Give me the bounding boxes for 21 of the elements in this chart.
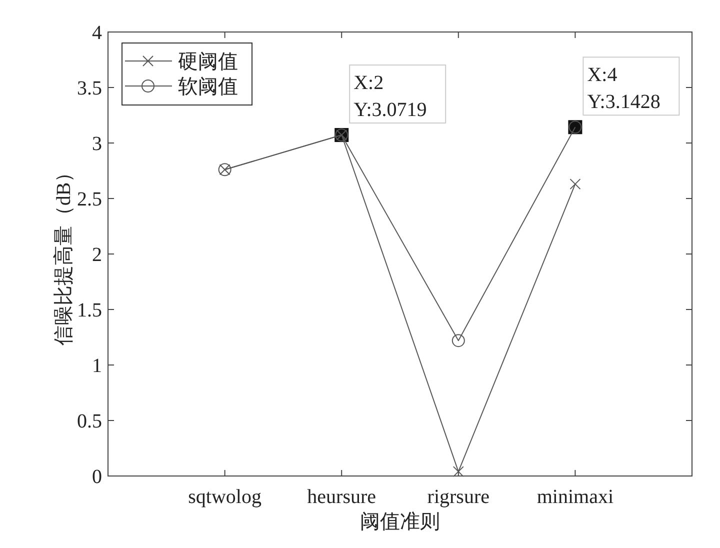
y-axis-title: 信噪比提高量（dB） bbox=[52, 162, 75, 346]
y-tick-label: 3.5 bbox=[77, 78, 102, 100]
y-tick-label: 0.5 bbox=[77, 410, 102, 432]
annotation: X:2 Y:3.0719 bbox=[354, 72, 427, 122]
x-tick-label: heursure bbox=[307, 486, 376, 508]
x-tick-label: rigrsure bbox=[427, 486, 490, 508]
x-axis-title: 阈值准则 bbox=[360, 511, 440, 533]
x-tick-label: minimaxi bbox=[536, 486, 614, 508]
annotation: X:2 Y:3.0719 bbox=[334, 64, 446, 142]
y-tick-label: 2 bbox=[92, 244, 102, 266]
y-tick-label: 3 bbox=[92, 133, 102, 155]
x-tick-label: sqtwolog bbox=[188, 486, 262, 508]
y-tick-label: 1.5 bbox=[77, 300, 102, 322]
annotation: X:4 Y:3.1428 bbox=[568, 56, 680, 134]
annotation: X:4 Y:3.1428 bbox=[587, 64, 660, 114]
y-tick-label: 2.5 bbox=[77, 188, 102, 210]
y-tick-label: 4 bbox=[92, 22, 102, 44]
y-tick-label: 1 bbox=[92, 355, 102, 377]
y-tick-label: 0 bbox=[92, 466, 102, 488]
legend-label: 硬阈值 bbox=[178, 51, 238, 73]
legend-label: 软阈值 bbox=[178, 76, 238, 98]
